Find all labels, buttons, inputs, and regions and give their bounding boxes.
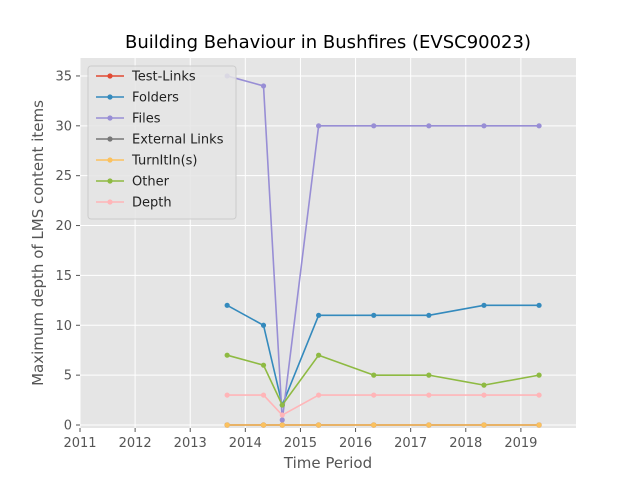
data-point	[536, 302, 542, 308]
data-point	[371, 123, 377, 129]
data-point	[536, 392, 542, 398]
data-point	[279, 417, 285, 423]
data-point	[224, 302, 230, 308]
data-point	[481, 302, 487, 308]
data-point	[260, 362, 267, 368]
data-point	[536, 372, 542, 378]
series-other	[224, 352, 542, 408]
data-point	[371, 422, 377, 428]
legend-label: External Links	[132, 133, 224, 148]
data-point	[279, 412, 285, 418]
legend-item: Folders	[96, 91, 179, 106]
data-point	[481, 382, 487, 388]
series-line	[226, 75, 540, 421]
data-point	[426, 422, 432, 428]
data-point	[481, 392, 487, 398]
x-tick-label: 2012	[119, 436, 152, 451]
legend-swatch-marker	[107, 115, 113, 121]
data-point	[536, 123, 542, 129]
data-point	[316, 312, 322, 318]
legend-swatch-marker	[107, 157, 113, 163]
data-point	[316, 422, 322, 428]
data-point	[260, 83, 267, 89]
data-point	[279, 402, 285, 408]
y-tick-label: 0	[64, 419, 72, 434]
legend-label: Other	[132, 175, 170, 190]
legend-label: Folders	[132, 91, 179, 106]
legend-item: Test-Links	[96, 70, 196, 85]
legend-item: External Links	[96, 133, 224, 148]
series-line	[227, 394, 540, 416]
data-point	[536, 422, 542, 428]
legend-swatch-marker	[107, 178, 113, 184]
data-point	[481, 422, 487, 428]
x-tick-label: 2014	[229, 436, 262, 451]
series-turnitin-s-	[224, 422, 542, 428]
data-point	[260, 422, 267, 428]
x-tick-label: 2011	[63, 436, 96, 451]
data-point	[224, 422, 230, 428]
data-point	[426, 123, 432, 129]
series-line	[226, 304, 540, 406]
y-tick-label: 30	[55, 119, 72, 134]
legend-label: Files	[132, 112, 161, 127]
series-folders	[224, 302, 542, 408]
data-point	[426, 372, 432, 378]
data-point	[371, 392, 377, 398]
legend-swatch-marker	[107, 73, 113, 79]
x-tick-label: 2016	[339, 436, 372, 451]
x-axis-label: Time Period	[283, 454, 372, 472]
x-tick-label: 2017	[394, 436, 427, 451]
legend-item: Depth	[96, 196, 172, 211]
series-files	[224, 73, 542, 423]
data-point	[426, 392, 432, 398]
x-tick-label: 2013	[174, 436, 207, 451]
legend-swatch-marker	[107, 199, 113, 205]
data-point	[316, 123, 322, 129]
data-point	[260, 322, 267, 328]
series-depth	[224, 392, 542, 418]
series-line	[226, 354, 540, 406]
y-axis-label: Maximum depth of LMS content items	[29, 100, 47, 386]
axes: 2011 2012 2013 2014 2015 2016 2017 2018 20190510…	[55, 69, 537, 451]
data-point	[224, 392, 230, 398]
data-point	[426, 312, 432, 318]
chart-title: Building Behaviour in Bushfires (EVSC900…	[125, 32, 531, 53]
y-tick-label: 25	[55, 169, 72, 184]
legend-label: TurnItIn(s)	[131, 154, 197, 169]
data-point	[371, 312, 377, 318]
y-tick-label: 35	[55, 69, 72, 84]
y-tick-label: 5	[64, 369, 72, 384]
legend-label: Test-Links	[131, 70, 196, 85]
legend-item: Other	[96, 175, 170, 190]
legend-swatch-marker	[107, 94, 113, 100]
data-point	[371, 372, 377, 378]
data-point	[224, 352, 230, 358]
legend-box	[87, 65, 237, 220]
y-tick-label: 10	[55, 319, 72, 334]
y-tick-label: 15	[55, 269, 72, 284]
series-lines	[224, 73, 542, 428]
legend: Test-Links Folders Files External Links Turn…	[87, 65, 237, 220]
x-tick-label: 2019	[504, 436, 537, 451]
legend-item: Files	[96, 112, 161, 127]
legend-swatch-marker	[107, 136, 113, 142]
data-point	[260, 392, 267, 398]
x-tick-label: 2018	[449, 436, 482, 451]
data-point	[316, 392, 322, 398]
data-point	[279, 422, 285, 428]
y-tick-label: 20	[55, 219, 72, 234]
data-point	[316, 352, 322, 358]
legend-label: Depth	[132, 196, 172, 211]
x-tick-label: 2015	[284, 436, 317, 451]
legend-item: TurnItIn(s)	[96, 154, 197, 169]
data-point	[481, 123, 487, 129]
